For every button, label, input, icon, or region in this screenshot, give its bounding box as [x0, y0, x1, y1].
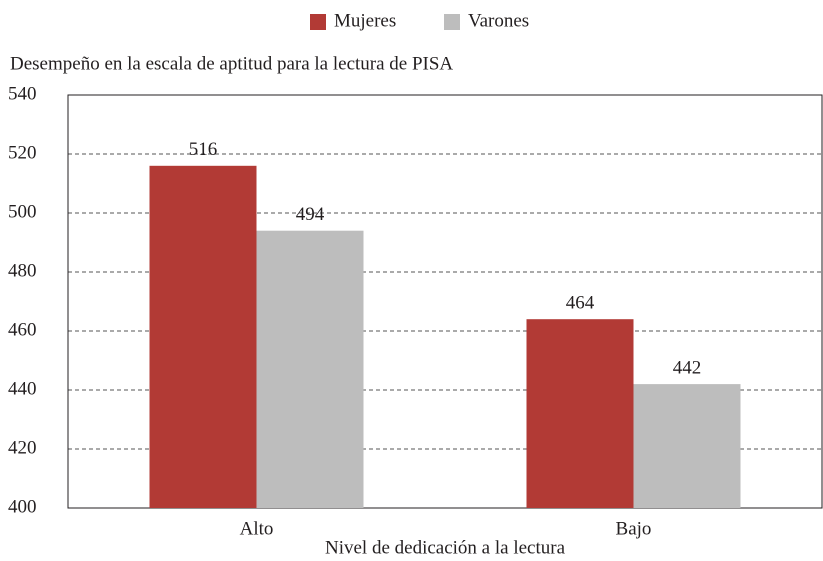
y-tick-label: 440 — [8, 378, 37, 399]
x-tick-label: Alto — [240, 518, 274, 539]
bar — [256, 230, 364, 508]
y-tick-label: 520 — [8, 142, 37, 163]
legend-label: Varones — [468, 10, 529, 31]
x-tick-label: Bajo — [616, 518, 652, 539]
y-tick-label: 540 — [8, 83, 37, 104]
data-label: 464 — [566, 293, 595, 314]
data-label: 516 — [189, 139, 218, 160]
bar — [149, 165, 257, 509]
y-tick-label: 400 — [8, 496, 37, 517]
legend-swatch — [310, 14, 326, 30]
legend-swatch — [444, 14, 460, 30]
data-label: 494 — [296, 204, 325, 225]
legend-label: Mujeres — [334, 10, 396, 31]
bar — [633, 384, 741, 508]
y-tick-label: 500 — [8, 201, 37, 222]
plot-frame — [67, 94, 823, 509]
chart-title: Desempeño en la escala de aptitud para l… — [10, 53, 453, 74]
data-label: 442 — [673, 357, 702, 378]
y-tick-label: 480 — [8, 260, 37, 281]
y-tick-label: 460 — [8, 319, 37, 340]
y-tick-label: 420 — [8, 437, 37, 458]
x-axis-label: Nivel de dedicación a la lectura — [325, 537, 566, 558]
bar — [526, 319, 634, 508]
